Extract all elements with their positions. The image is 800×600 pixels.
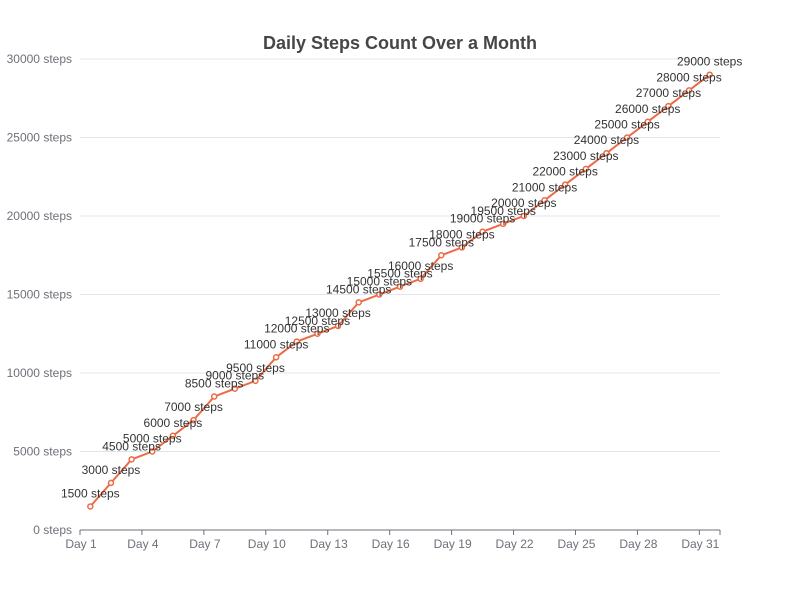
data-label: 19500 steps bbox=[471, 204, 536, 218]
y-tick-label: 25000 steps bbox=[7, 131, 72, 145]
data-point[interactable] bbox=[314, 330, 321, 337]
data-label: 23000 steps bbox=[553, 149, 618, 163]
x-tick-label: Day 31 bbox=[681, 537, 719, 551]
data-point[interactable] bbox=[623, 134, 631, 141]
data-point[interactable] bbox=[603, 149, 610, 157]
data-point[interactable] bbox=[231, 385, 239, 392]
y-tick-label: 20000 steps bbox=[7, 209, 72, 223]
data-label: 20000 steps bbox=[491, 196, 556, 210]
data-point[interactable] bbox=[479, 228, 486, 235]
data-point[interactable] bbox=[417, 275, 424, 283]
data-label: 14500 steps bbox=[326, 282, 391, 296]
data-point[interactable] bbox=[272, 354, 280, 361]
x-axis: Day 1 Day 4 Day 7 Day 10 Day 13 Day 16 Day 19 D… bbox=[65, 529, 721, 551]
data-point[interactable] bbox=[149, 448, 156, 455]
x-tick-label: Day 10 bbox=[248, 537, 286, 551]
data-label: 22000 steps bbox=[532, 165, 597, 179]
data-point[interactable] bbox=[458, 244, 466, 251]
x-tick-label: Day 1 bbox=[65, 537, 97, 551]
data-label: 19000 steps bbox=[450, 212, 515, 226]
data-point[interactable] bbox=[541, 197, 548, 204]
data-label: 28000 steps bbox=[656, 70, 721, 84]
y-gridlines bbox=[80, 58, 720, 531]
data-point[interactable] bbox=[396, 283, 404, 290]
x-tick-label: Day 13 bbox=[310, 537, 348, 551]
x-tick-label: Day 28 bbox=[619, 537, 657, 551]
data-label: 5000 steps bbox=[123, 432, 182, 446]
data-label: 18000 steps bbox=[429, 227, 494, 241]
data-label: 24000 steps bbox=[574, 133, 639, 147]
x-tick-label: Day 16 bbox=[372, 537, 410, 551]
data-label: 16000 steps bbox=[388, 259, 453, 273]
y-tick-label: 10000 steps bbox=[7, 366, 72, 380]
data-point[interactable] bbox=[190, 416, 197, 424]
data-point[interactable] bbox=[520, 212, 528, 220]
data-points bbox=[87, 71, 713, 510]
data-point[interactable] bbox=[210, 393, 218, 400]
data-label: 6000 steps bbox=[144, 416, 203, 430]
x-tick-label: Day 7 bbox=[189, 537, 221, 551]
data-label: 27000 steps bbox=[636, 86, 701, 100]
data-point[interactable] bbox=[685, 87, 693, 94]
y-tick-label: 0 steps bbox=[33, 523, 72, 537]
x-tick-label: Day 19 bbox=[434, 537, 472, 551]
data-point[interactable] bbox=[376, 291, 383, 298]
data-point[interactable] bbox=[355, 299, 362, 306]
data-label: 7000 steps bbox=[164, 400, 223, 414]
data-label: 12500 steps bbox=[285, 314, 350, 328]
y-tick-label: 5000 steps bbox=[13, 445, 72, 459]
data-label: 12000 steps bbox=[264, 322, 329, 336]
data-label: 8500 steps bbox=[185, 377, 244, 391]
y-tick-label: 30000 steps bbox=[7, 52, 72, 66]
data-point[interactable] bbox=[499, 220, 507, 228]
data-label: 11000 steps bbox=[244, 337, 309, 351]
chart-title: Daily Steps Count Over a Month bbox=[263, 33, 537, 53]
data-label: 15500 steps bbox=[367, 267, 432, 281]
data-point[interactable] bbox=[706, 71, 713, 78]
data-point[interactable] bbox=[644, 118, 651, 126]
data-point[interactable] bbox=[128, 456, 135, 463]
data-point[interactable] bbox=[169, 432, 177, 440]
data-point[interactable] bbox=[252, 377, 259, 385]
data-label: 3000 steps bbox=[82, 463, 141, 477]
y-axis: 0 steps 5000 steps 10000 steps 15000 steps 2… bbox=[7, 52, 72, 537]
x-tick-label: Day 22 bbox=[496, 537, 534, 551]
data-label: 15000 steps bbox=[347, 275, 412, 289]
data-label: 17500 steps bbox=[409, 235, 474, 249]
data-point[interactable] bbox=[665, 102, 672, 110]
data-label: 4500 steps bbox=[102, 439, 161, 453]
data-point[interactable] bbox=[582, 165, 590, 173]
data-label: 13000 steps bbox=[305, 306, 370, 320]
data-label: 29000 steps bbox=[677, 55, 742, 69]
data-label: 9000 steps bbox=[205, 369, 264, 383]
x-tick-label: Day 25 bbox=[557, 537, 595, 551]
data-label: 1500 steps bbox=[61, 486, 120, 500]
data-point[interactable] bbox=[561, 181, 569, 188]
data-point[interactable] bbox=[107, 479, 115, 487]
data-label: 26000 steps bbox=[615, 102, 680, 116]
data-point[interactable] bbox=[334, 322, 342, 330]
data-point[interactable] bbox=[438, 252, 445, 259]
data-label: 21000 steps bbox=[512, 180, 577, 194]
data-label: 25000 steps bbox=[594, 118, 659, 132]
data-point[interactable] bbox=[87, 503, 94, 510]
y-tick-label: 15000 steps bbox=[7, 288, 72, 302]
x-tick-label: Day 4 bbox=[127, 537, 159, 551]
data-point[interactable] bbox=[293, 338, 301, 345]
data-label: 9500 steps bbox=[226, 361, 285, 375]
